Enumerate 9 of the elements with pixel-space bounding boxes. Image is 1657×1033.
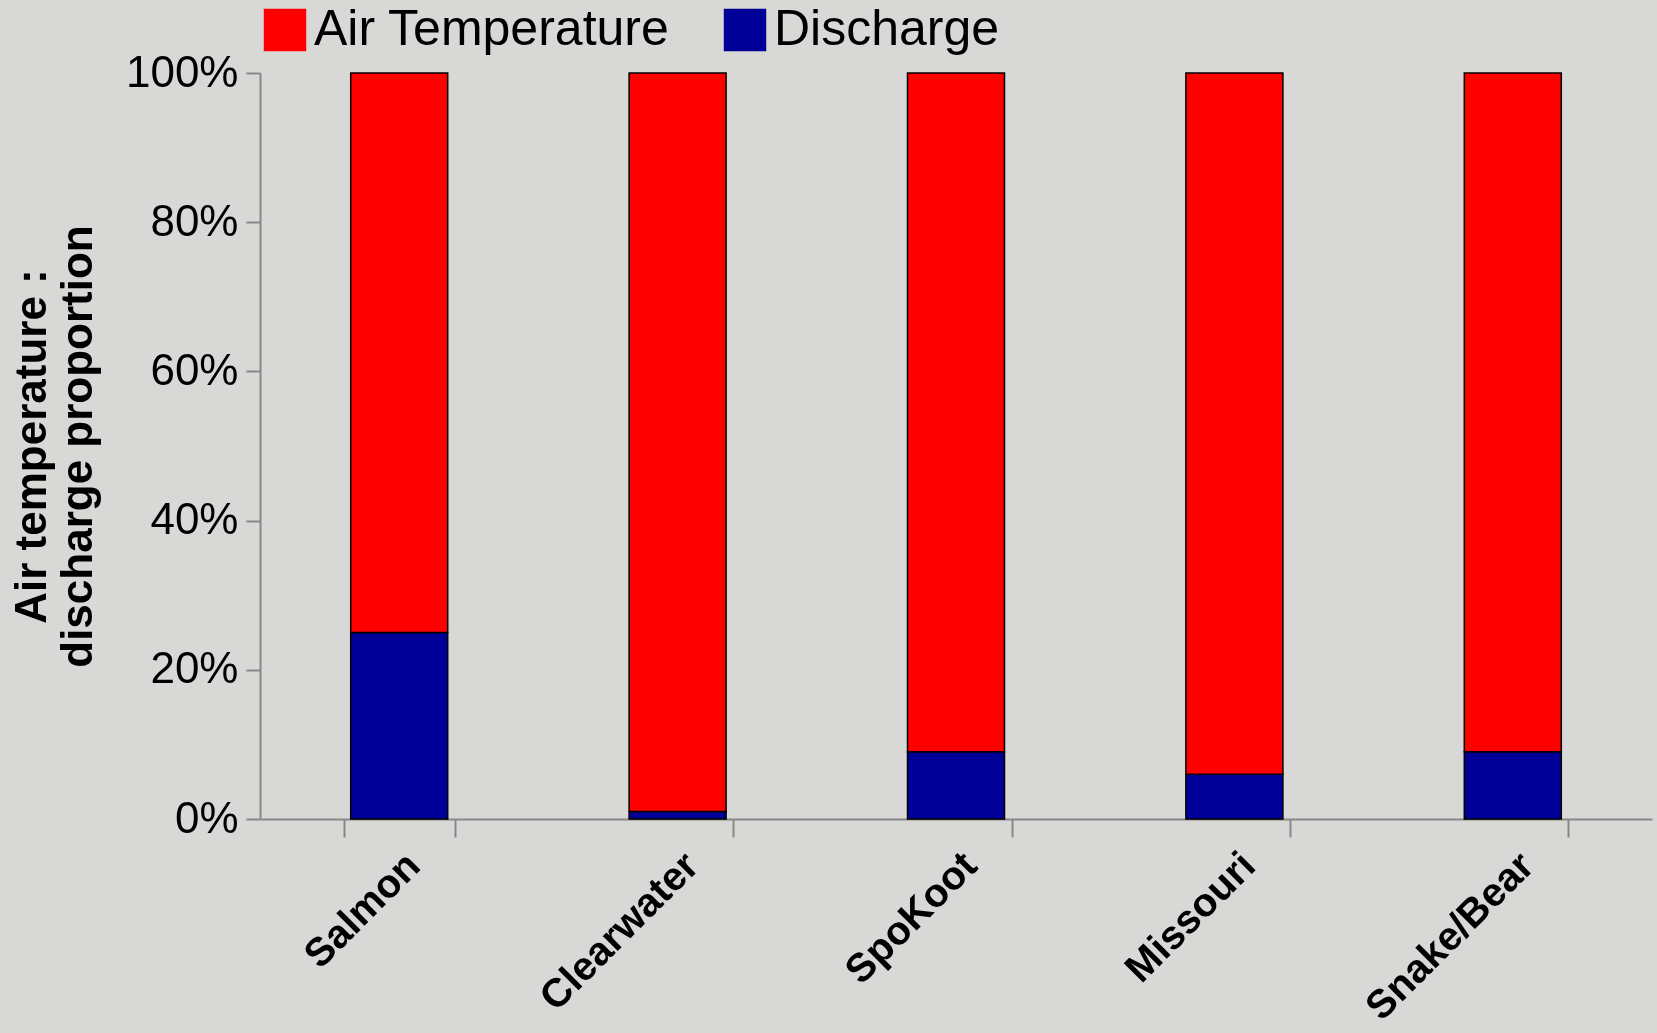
legend-label: Discharge (774, 0, 1000, 56)
legend-label: Air Temperature (314, 0, 669, 56)
y-tick-label: 100% (125, 46, 239, 96)
y-tick-label: 60% (150, 344, 239, 394)
y-tick-label: 80% (150, 195, 239, 245)
y-tick-label: 0% (174, 792, 239, 842)
y-tick-label: 40% (150, 494, 239, 544)
y-tick-label: 20% (150, 643, 239, 693)
y-axis-title: Air temperature : discharge proportion (5, 225, 101, 668)
